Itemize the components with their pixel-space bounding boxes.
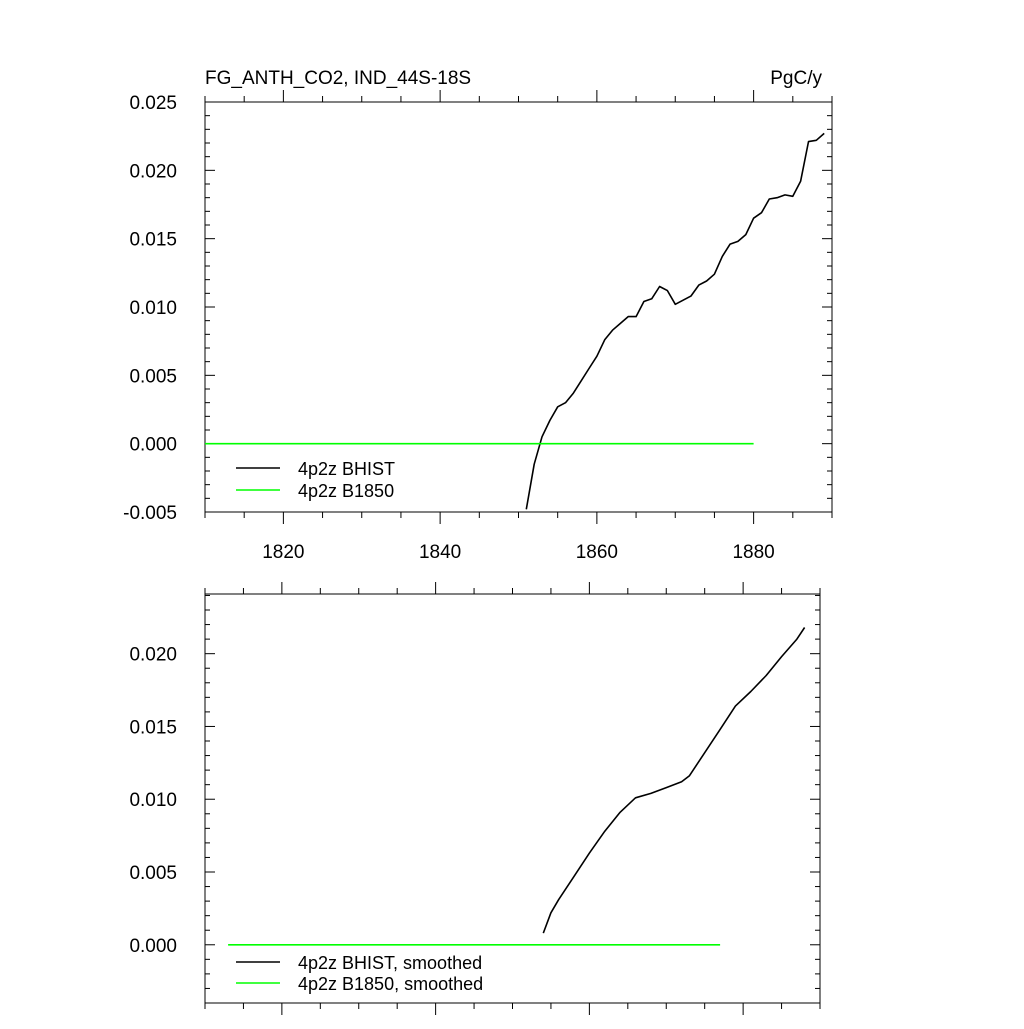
series-line-bhist (525, 132, 825, 510)
top-panel: -0.005 0.000 0.005 0.010 0.015 0.020 0.025 1820… (123, 68, 833, 563)
y-tick-label: 0.005 (129, 366, 177, 387)
units-label: PgC/y (770, 68, 822, 89)
x-tick-label: 1840 (419, 542, 461, 563)
y-tick-label: 0.000 (129, 435, 177, 456)
chart-title: FG_ANTH_CO2, IND_44S-18S (205, 68, 471, 89)
legend-label: 4p2z B1850 (298, 481, 394, 501)
plot-frame (204, 593, 821, 1004)
x-tick-label: 1860 (576, 542, 618, 563)
y-tick-label: 0.005 (129, 863, 177, 884)
y-tick-label: 0.010 (129, 298, 177, 319)
y-tick-label: 0.020 (129, 161, 177, 182)
y-tick-label: 0.025 (129, 93, 177, 114)
bottom-panel: 0.000 0.005 0.010 0.015 0.020 4p2z BHIST, smo… (129, 582, 821, 1015)
y-tick-label: 0.015 (129, 717, 177, 738)
x-tick-label: 1820 (262, 542, 304, 563)
x-tick-label: 1880 (732, 542, 774, 563)
y-tick-label: -0.005 (123, 503, 177, 524)
legend-label: 4p2z B1850, smoothed (298, 974, 483, 994)
legend-label: 4p2z BHIST (298, 459, 395, 479)
legend-label: 4p2z BHIST, smoothed (298, 953, 482, 973)
y-tick-label: 0.020 (129, 645, 177, 666)
series-line-bhist (542, 627, 806, 934)
y-tick-label: 0.015 (129, 230, 177, 251)
y-tick-label: 0.000 (129, 936, 177, 957)
plot-frame (204, 101, 833, 513)
y-tick-label: 0.010 (129, 790, 177, 811)
